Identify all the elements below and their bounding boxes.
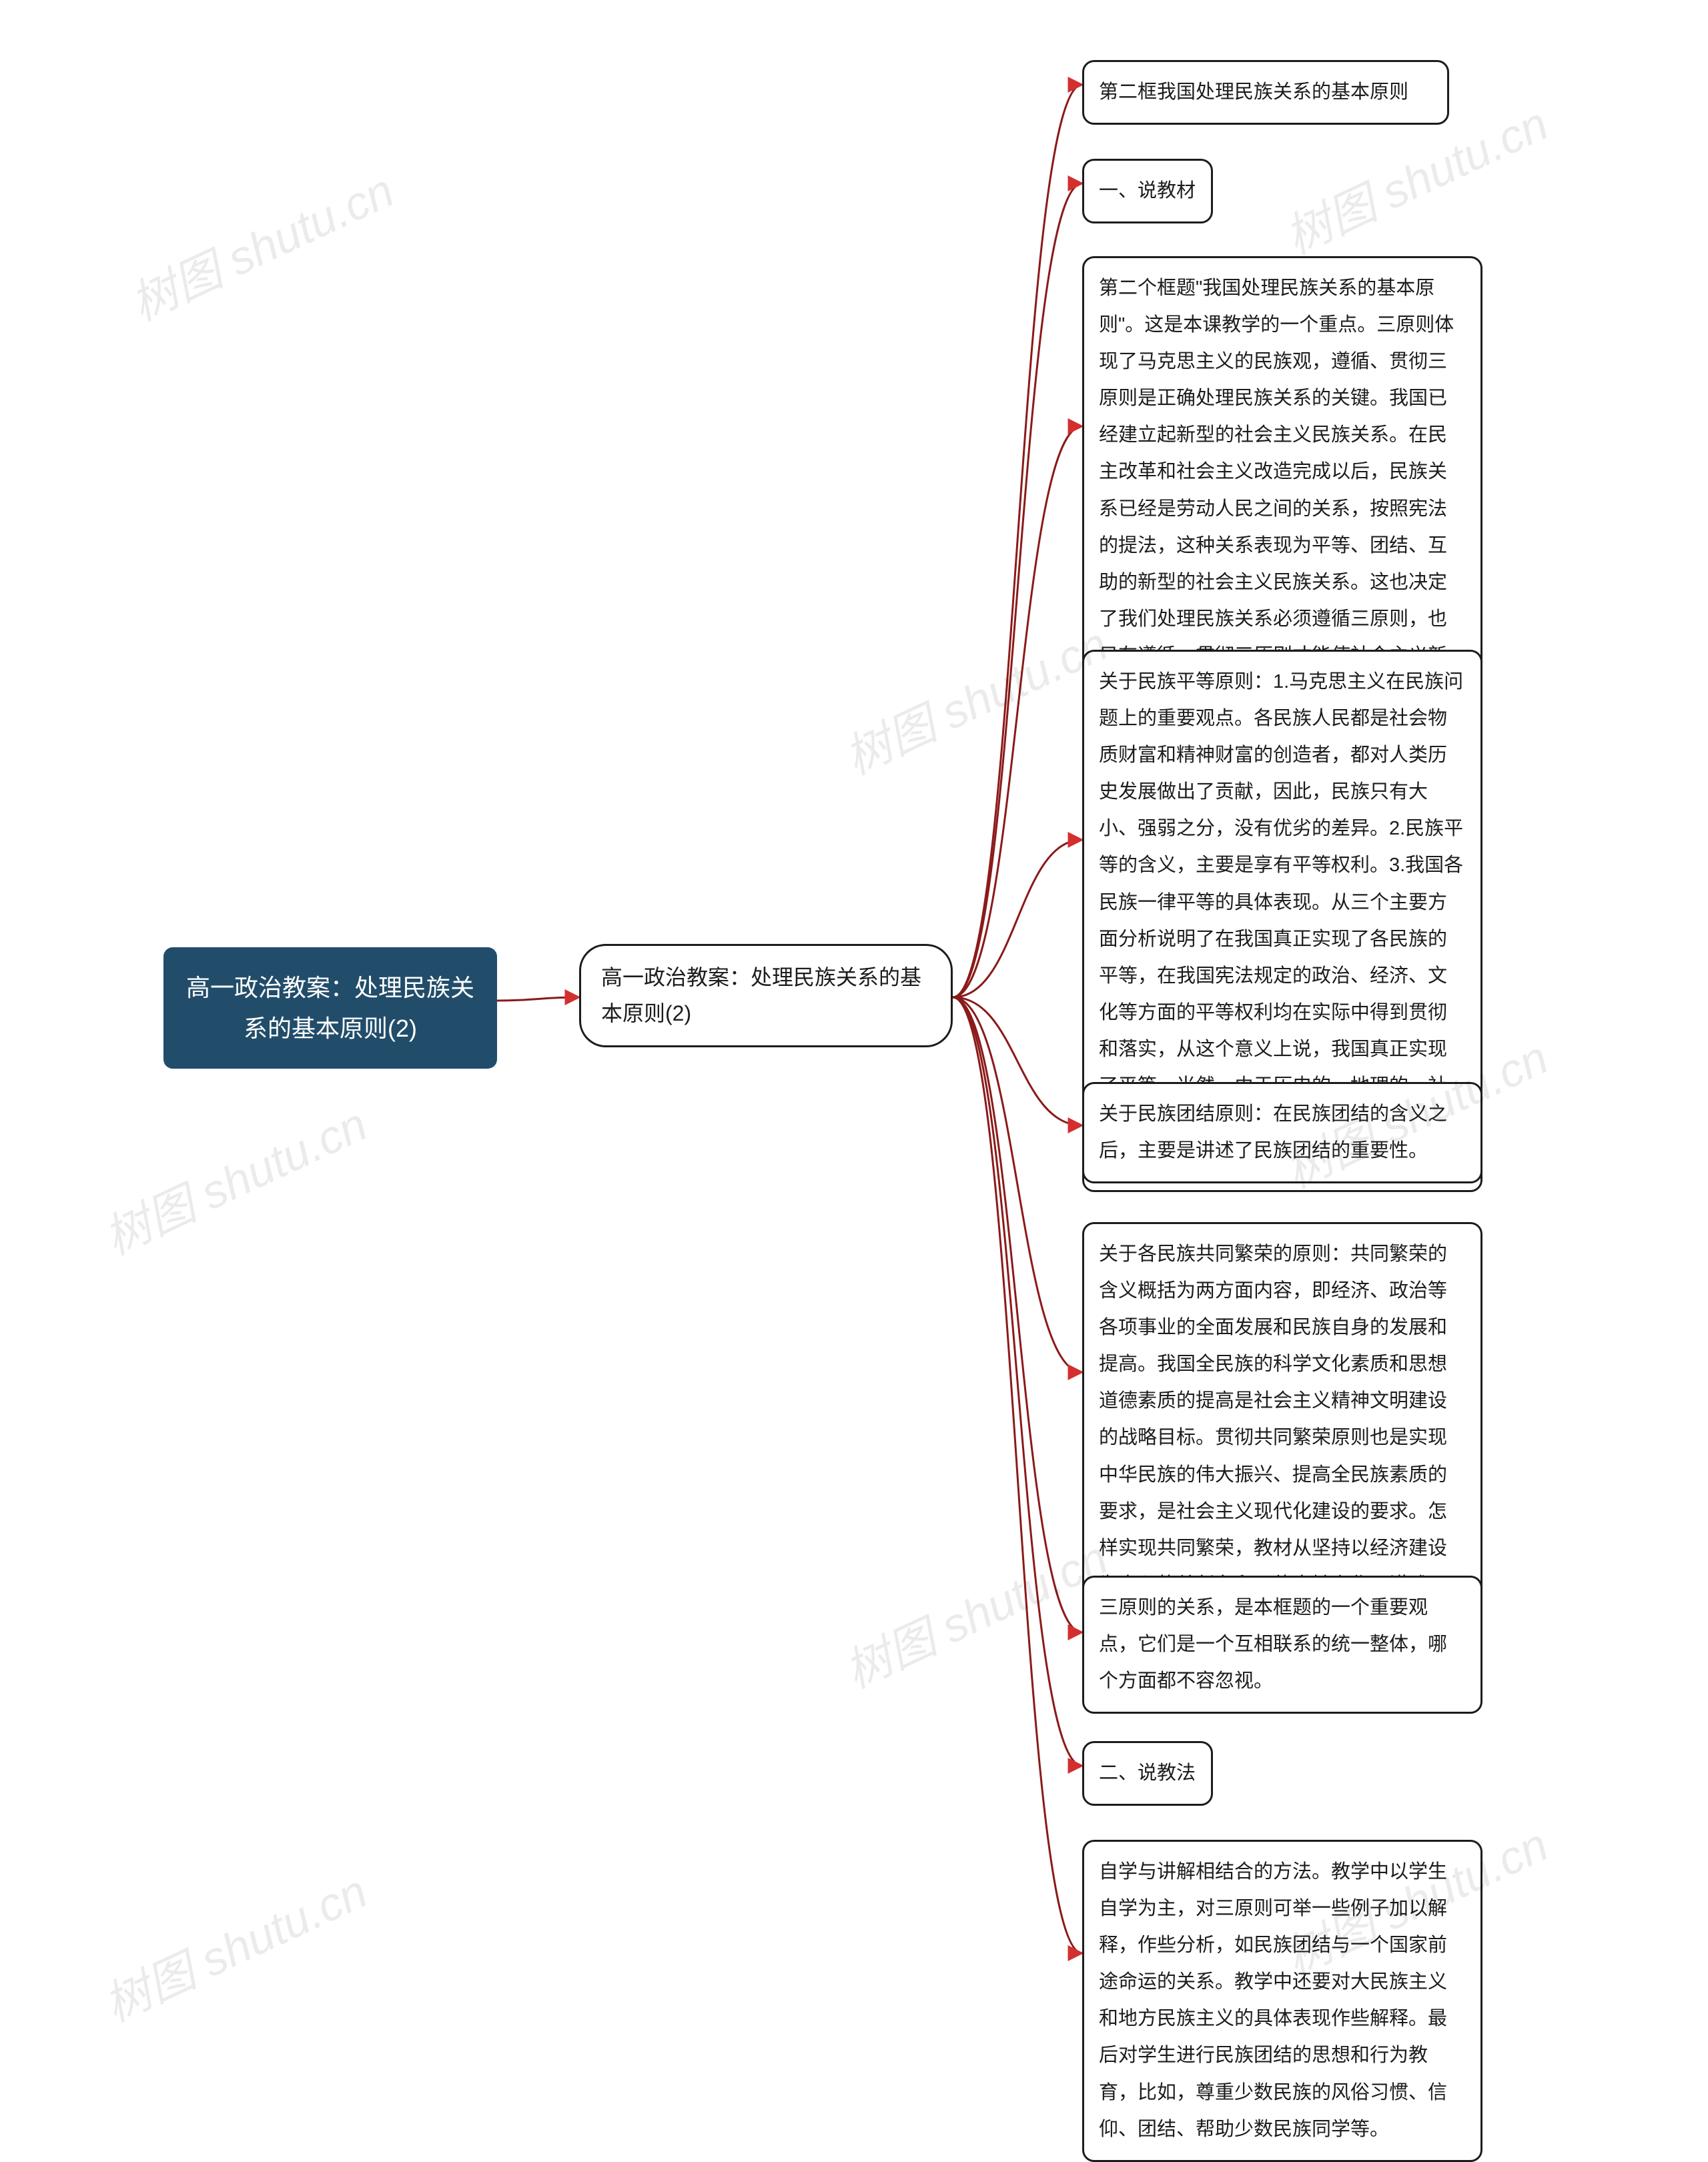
leaf-label: 关于各民族共同繁荣的原则：共同繁荣的含义概括为两方面内容，即经济、政治等各项事业… (1099, 1243, 1447, 1596)
leaf-label: 三原则的关系，是本框题的一个重要观点，它们是一个互相联系的统一整体，哪个方面都不… (1099, 1597, 1447, 1692)
watermark: 树图 shutu.cn (832, 1521, 1117, 1702)
watermark: 树图 shutu.cn (91, 1087, 376, 1268)
leaf-node: 第二框我国处理民族关系的基本原则 (1082, 60, 1449, 125)
leaf-label: 二、说教法 (1099, 1762, 1196, 1784)
leaf-node: 三原则的关系，是本框题的一个重要观点，它们是一个互相联系的统一整体，哪个方面都不… (1082, 1576, 1482, 1714)
watermark: 树图 shutu.cn (118, 153, 403, 334)
leaf-label: 第二个框题"我国处理民族关系的基本原则"。这是本课教学的一个重点。三原则体现了马… (1099, 278, 1454, 703)
root-label: 高一政治教案：处理民族关系的基本原则(2) (186, 974, 474, 1042)
mid-node: 高一政治教案：处理民族关系的基本原则(2) (579, 944, 953, 1047)
leaf-label: 自学与讲解相结合的方法。教学中以学生自学为主，对三原则可举一些例子加以解释，作些… (1099, 1861, 1447, 2140)
mid-label: 高一政治教案：处理民族关系的基本原则(2) (601, 965, 921, 1025)
leaf-label: 第二框我国处理民族关系的基本原则 (1099, 81, 1408, 103)
leaf-node: 一、说教材 (1082, 159, 1213, 223)
leaf-node: 关于民族团结原则：在民族团结的含义之后，主要是讲述了民族团结的重要性。 (1082, 1082, 1482, 1183)
root-node: 高一政治教案：处理民族关系的基本原则(2) (163, 947, 497, 1069)
leaf-node: 自学与讲解相结合的方法。教学中以学生自学为主，对三原则可举一些例子加以解释，作些… (1082, 1840, 1482, 2162)
leaf-label: 关于民族团结原则：在民族团结的含义之后，主要是讲述了民族团结的重要性。 (1099, 1103, 1447, 1161)
leaf-node: 二、说教法 (1082, 1741, 1213, 1806)
leaf-label: 一、说教材 (1099, 180, 1196, 201)
watermark: 树图 shutu.cn (832, 607, 1117, 788)
leaf-node: 关于各民族共同繁荣的原则：共同繁荣的含义概括为两方面内容，即经济、政治等各项事业… (1082, 1222, 1482, 1618)
mindmap-canvas: 高一政治教案：处理民族关系的基本原则(2) 高一政治教案：处理民族关系的基本原则… (0, 0, 1708, 2044)
watermark: 树图 shutu.cn (91, 1854, 376, 2035)
